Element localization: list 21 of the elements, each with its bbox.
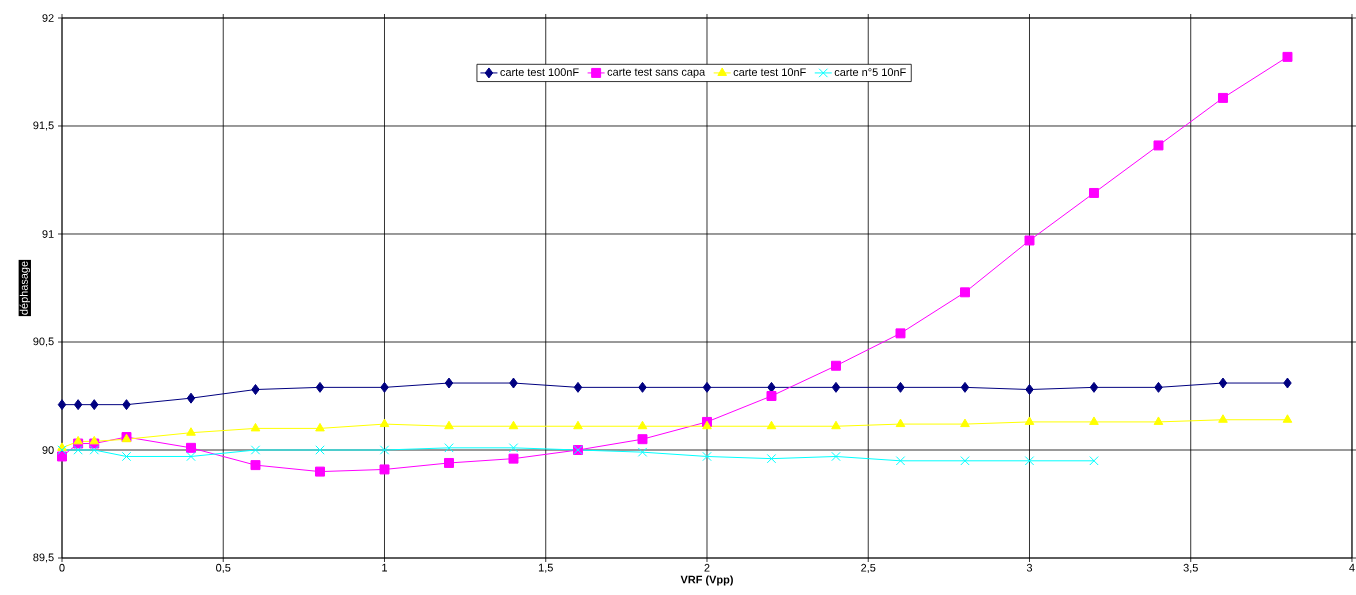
x-axis-title: VRF (Vpp) [680,575,733,586]
x-tick-label: 2,5 [861,563,876,573]
legend-label: carte test sans capa [607,68,706,78]
y-tick-label: 90,5 [33,337,54,347]
x-tick-label: 1 [382,563,388,572]
legend-label: carte n°5 10nF [834,68,906,77]
x-tick-label: 3 [1026,563,1033,572]
y-tick-label: 92 [42,14,54,22]
y-tick-label: 90 [42,446,54,454]
legend-label: carte test 10nF [733,68,806,77]
y-tick-label: 91 [42,230,54,238]
legend-label: carte test 100nF [500,68,579,77]
y-tick-label: 91,5 [33,121,54,131]
x-tick-label: 1,5 [538,563,553,573]
x-tick-label: 0 [59,563,65,572]
x-tick-label: 4 [1349,563,1355,572]
x-tick-label: 2 [704,563,710,572]
x-tick-label: 3,5 [1183,563,1198,573]
x-tick-label: 0,5 [216,563,231,573]
y-tick-label: 89,5 [33,553,54,563]
y-axis-title: déphasage [19,261,30,315]
